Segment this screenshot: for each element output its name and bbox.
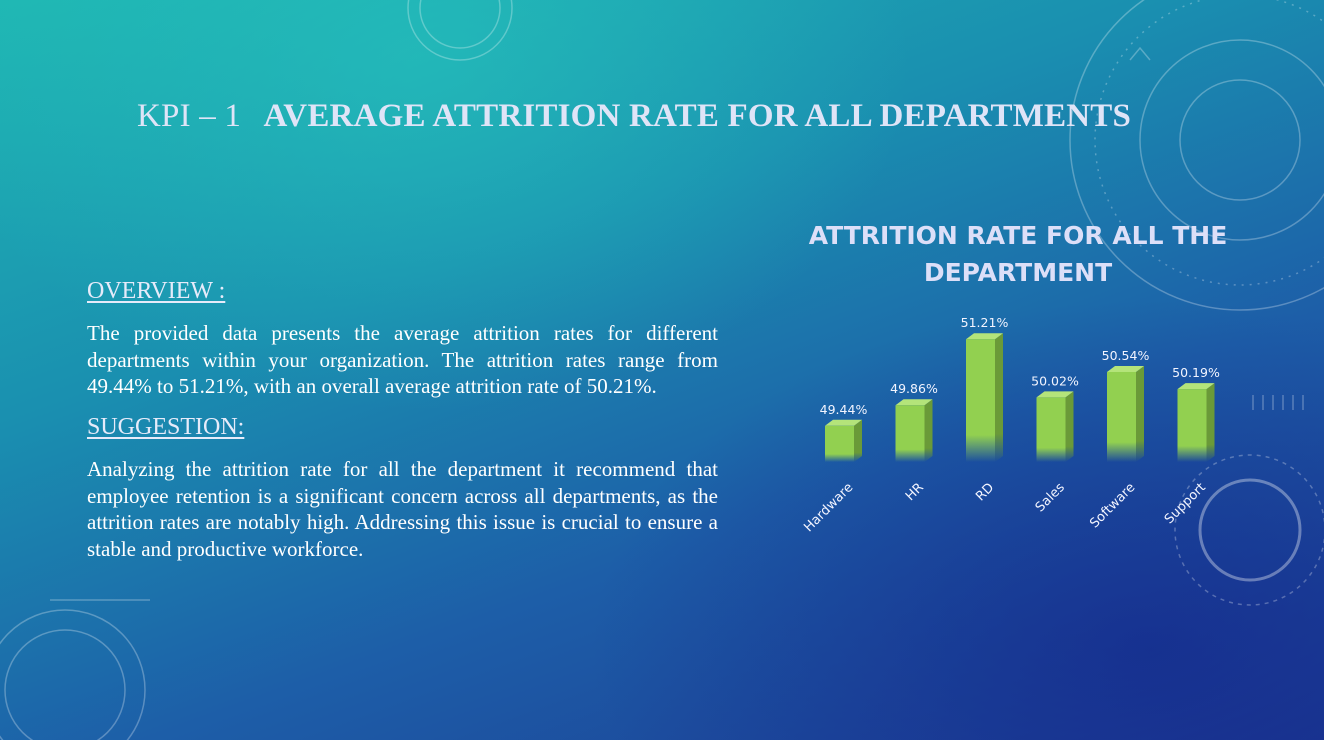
bar-top — [1177, 383, 1215, 390]
page-title: KPI – 1 AVERAGE ATTRITION RATE FOR ALL D… — [137, 98, 1137, 135]
bar-top — [1107, 365, 1144, 372]
bar-side — [1136, 365, 1144, 462]
attrition-bar-chart: ATTRITION RATE FOR ALL THE DEPARTMENT 49.4… — [801, 221, 1228, 535]
title-prefix: KPI – 1 — [137, 98, 242, 134]
tick-label: Software — [1087, 480, 1138, 531]
bar-top — [1036, 391, 1074, 398]
bar-top — [966, 333, 1003, 340]
suggestion-text: Analyzing the attrition rate for all the… — [87, 457, 718, 561]
data-label: 51.21% — [961, 315, 1009, 330]
bar-top — [825, 419, 862, 426]
bar-top — [895, 399, 933, 406]
bar-side — [995, 333, 1003, 462]
overview-heading: OVERVIEW : — [87, 278, 226, 304]
tick-label: Sales — [1033, 480, 1068, 515]
bar-side — [1206, 383, 1215, 462]
bar — [1036, 397, 1066, 462]
bar — [1107, 371, 1136, 462]
tick-label: RD — [973, 480, 997, 504]
chart-title-line: ATTRITION RATE FOR ALL THE — [809, 221, 1228, 250]
suggestion-heading: SUGGESTION: — [87, 414, 245, 440]
bar-side — [924, 399, 933, 462]
bar — [895, 405, 925, 462]
tick-label: HR — [903, 480, 927, 504]
title-main: AVERAGE ATTRITION RATE FOR ALL DEPARTMEN… — [263, 98, 1132, 134]
data-label: 49.44% — [820, 402, 868, 417]
bar — [1177, 389, 1207, 462]
overview-text: The provided data presents the average a… — [87, 321, 718, 398]
tick-label: Support — [1162, 480, 1209, 527]
bar-side — [1065, 391, 1074, 462]
tick-label: Hardware — [801, 480, 856, 535]
data-label: 50.19% — [1172, 365, 1220, 380]
chart-title-line: DEPARTMENT — [924, 258, 1112, 287]
data-label: 50.02% — [1031, 373, 1079, 388]
bar — [825, 425, 854, 462]
data-label: 49.86% — [890, 381, 938, 396]
data-label: 50.54% — [1102, 348, 1150, 363]
bar-side — [854, 419, 862, 462]
bar — [966, 339, 995, 462]
